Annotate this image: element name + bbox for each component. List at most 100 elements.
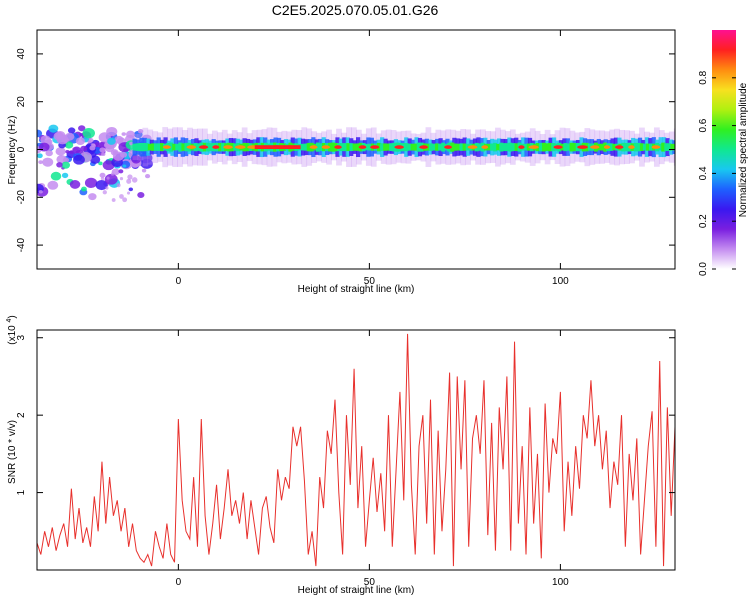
spectrogram-blob — [122, 197, 128, 203]
colorbar-tick-label: 0.2 — [698, 214, 709, 228]
spectrogram-blob — [37, 129, 43, 138]
spectrogram-core — [135, 143, 140, 151]
spectrogram-core — [184, 142, 189, 152]
spectrogram-core — [169, 142, 174, 152]
spectrogram-x-tick-label: 100 — [552, 276, 569, 287]
snr-x-tick-label: 0 — [176, 577, 182, 588]
spectrogram-blob — [69, 150, 74, 154]
spectrogram-x-label: Height of straight line (km) — [298, 284, 415, 295]
spectrogram-core — [428, 143, 433, 151]
spectrogram-core — [450, 142, 455, 152]
spectrogram-peak — [590, 145, 600, 149]
spectrogram-core — [413, 143, 418, 151]
spectrogram-blob — [78, 125, 86, 132]
spectrogram-blob — [82, 127, 95, 139]
spectrogram-blob — [56, 162, 63, 168]
snr-y-tick-label: 1 — [16, 489, 27, 495]
spectrogram-blob — [105, 186, 109, 190]
spectrogram-core — [502, 143, 507, 152]
spectrogram-x-axis: 0 50 100 — [176, 30, 569, 287]
spectrogram-blob — [141, 168, 147, 173]
spectrogram-x-tick-label: 50 — [364, 276, 376, 287]
colorbar-bar — [712, 30, 736, 269]
spectrogram-core — [609, 143, 614, 151]
spectrogram-core — [392, 142, 397, 152]
spectrogram-core — [487, 143, 491, 151]
spectrogram-blob — [104, 173, 118, 185]
spectrogram-blob — [91, 143, 96, 147]
spectrogram-blob — [121, 132, 126, 136]
snr-x-tick-label: 100 — [552, 577, 569, 588]
spectrogram-peak — [577, 145, 588, 149]
spectrogram-blob — [40, 135, 51, 145]
spectrogram-peak — [603, 145, 611, 149]
spectrogram-peak — [223, 145, 233, 149]
spectrogram-y-tick-label: -40 — [16, 237, 27, 252]
spectrogram-blob — [131, 155, 141, 164]
spectrogram-core — [572, 143, 577, 152]
spectrogram-core — [160, 143, 164, 152]
spectrogram-core — [633, 142, 638, 152]
spectrogram-core — [218, 142, 222, 152]
colorbar: 0.0 0.2 0.4 0.6 0.8 Normalized spectral ampl… — [698, 30, 749, 276]
spectrogram-core — [343, 143, 348, 152]
spectrogram-blob — [137, 191, 145, 199]
snr-y-label: SNR (10 * v/v) — [7, 420, 18, 484]
spectrogram-peak — [528, 145, 539, 149]
spectrogram-core — [569, 142, 574, 152]
spectrogram-blob — [38, 142, 50, 152]
colorbar-ticks: 0.0 0.2 0.4 0.6 0.8 — [698, 70, 736, 276]
spectrogram-core — [352, 143, 357, 151]
spectrogram-blob — [42, 157, 54, 167]
spectrogram-blob — [110, 172, 115, 176]
snr-x-label: Height of straight line (km) — [298, 585, 415, 596]
spectrogram-peak — [628, 145, 635, 149]
spectrogram-core — [649, 143, 653, 151]
spectrogram-peak — [321, 145, 331, 149]
spectrogram-core — [407, 143, 412, 151]
spectrogram-peak — [394, 145, 404, 149]
snr-panel: 0 50 100 123 Height of straight line (km) … — [6, 315, 676, 596]
spectrogram-core — [600, 143, 604, 151]
spectrogram-peak — [419, 145, 428, 149]
spectrogram-peak — [212, 145, 220, 149]
spectrogram-core — [523, 143, 528, 151]
spectrogram-core — [138, 142, 143, 152]
spectrogram-core — [364, 143, 369, 151]
spectrogram-blob — [116, 183, 121, 188]
spectrogram-blob — [37, 153, 43, 159]
spectrogram-peak — [254, 145, 301, 150]
spectrogram-core — [404, 143, 409, 152]
spectrogram-core — [389, 143, 394, 152]
spectrogram-blob — [73, 154, 85, 165]
spectrogram-blob — [89, 145, 96, 151]
spectrogram-blob — [131, 177, 138, 183]
spectrogram-blob — [84, 177, 98, 188]
spectrogram-core — [673, 143, 675, 151]
spectrogram-core — [132, 143, 137, 151]
spectrogram-core — [331, 142, 335, 152]
spectrogram-blob — [126, 178, 132, 184]
spectrogram-blob — [81, 186, 87, 192]
spectrogram-y-tick-label: -20 — [16, 190, 27, 205]
spectrogram-core — [147, 143, 152, 151]
spectrogram-heatmap — [37, 124, 675, 203]
colorbar-tick-label: 0.8 — [698, 70, 709, 84]
spectrogram-core — [493, 142, 497, 152]
spectrogram-blob — [106, 176, 110, 180]
spectrogram-core — [538, 142, 543, 152]
spectrogram-core — [438, 143, 442, 151]
spectrogram-blob — [50, 171, 62, 181]
spectrogram-blob — [99, 147, 106, 153]
spectrogram-blob — [112, 151, 125, 161]
spectrogram-core — [645, 143, 650, 151]
spectrogram-blob — [55, 147, 66, 156]
spectrogram-blob — [119, 194, 124, 199]
spectrogram-core — [511, 143, 516, 152]
spectrogram-blob — [122, 164, 127, 168]
spectrogram-blob — [45, 150, 53, 157]
spectrogram-core — [499, 142, 504, 152]
spectrogram-core — [459, 143, 464, 151]
spectrogram-core — [367, 143, 372, 151]
spectrogram-peak — [615, 145, 624, 149]
